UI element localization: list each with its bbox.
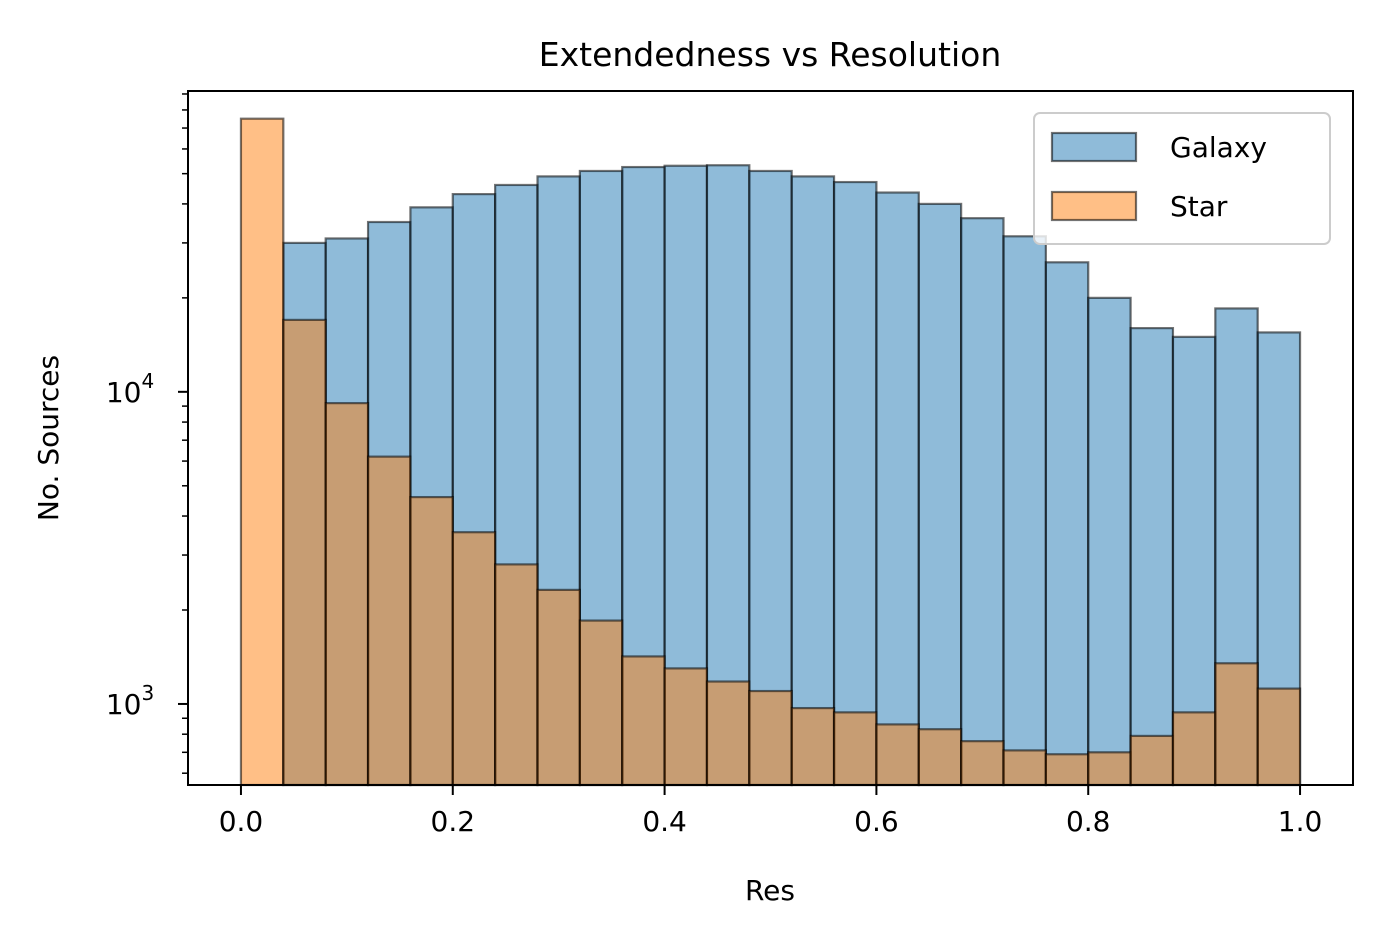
y-tick-label-1: 104 [106, 369, 154, 409]
x-tick-label-5: 1.0 [1278, 805, 1323, 838]
bar-galaxy-12 [748, 169, 793, 787]
bar-star-0 [239, 117, 285, 787]
bar-star-7 [536, 588, 581, 787]
bar-galaxy-18 [1002, 235, 1047, 787]
bar-galaxy-15 [875, 191, 920, 787]
bar-galaxy-20 [1087, 296, 1132, 787]
plot-frame [187, 90, 1354, 786]
legend-label-star: Star [1170, 190, 1228, 223]
x-axis: 0.0 0.2 0.4 0.6 0.8 1.0 [219, 785, 1323, 838]
x-tick-label-0: 0.0 [219, 805, 264, 838]
legend-items: Galaxy Star [1050, 131, 1267, 223]
x-axis-label: Res [745, 874, 795, 907]
series-star [239, 117, 1302, 787]
x-tick-label-4: 0.8 [1066, 805, 1111, 838]
bar-star-6 [494, 563, 539, 787]
y-axis: 103 104 [106, 93, 188, 774]
bar-galaxy-14 [832, 180, 878, 787]
bar-galaxy-17 [960, 217, 1005, 787]
bar-star-11 [705, 680, 751, 787]
legend-swatch-galaxy [1050, 131, 1138, 163]
legend-label-galaxy: Galaxy [1170, 131, 1267, 164]
x-tick-label-3: 0.6 [854, 805, 899, 838]
legend: Galaxy Star [1033, 112, 1331, 245]
bar-star-13 [790, 706, 836, 787]
bar-star-2 [324, 402, 370, 787]
bar-galaxy-22 [1171, 335, 1217, 787]
bar-star-3 [366, 455, 412, 787]
x-tick-label-1: 0.2 [431, 805, 476, 838]
legend-swatch-star [1050, 190, 1138, 222]
bar-star-5 [451, 531, 497, 787]
y-tick-label-0: 103 [106, 681, 154, 721]
bar-star-17 [960, 740, 1005, 787]
bar-star-18 [1002, 749, 1047, 787]
bar-galaxy-21 [1129, 327, 1175, 787]
bar-star-16 [917, 728, 963, 787]
bar-star-8 [578, 619, 624, 787]
chart-title: Extendedness vs Resolution [539, 35, 1001, 74]
bar-star-19 [1044, 753, 1090, 787]
bar-star-22 [1171, 711, 1217, 787]
bar-star-9 [621, 655, 666, 787]
bar-galaxy-13 [790, 175, 836, 787]
bar-star-14 [832, 711, 878, 787]
bar-star-4 [409, 495, 454, 787]
x-tick-label-2: 0.4 [642, 805, 687, 838]
bar-star-10 [663, 667, 709, 787]
bar-star-1 [282, 318, 327, 787]
bar-star-12 [748, 689, 793, 787]
bar-galaxy-16 [917, 202, 963, 787]
bars-layer [239, 117, 1302, 787]
bar-star-23 [1214, 662, 1259, 787]
bar-star-15 [875, 723, 920, 787]
bar-galaxy-19 [1044, 261, 1090, 787]
bar-star-24 [1256, 687, 1302, 787]
bar-star-20 [1087, 751, 1132, 787]
bar-star-21 [1129, 734, 1175, 787]
y-axis-label: No. Sources [32, 355, 65, 521]
